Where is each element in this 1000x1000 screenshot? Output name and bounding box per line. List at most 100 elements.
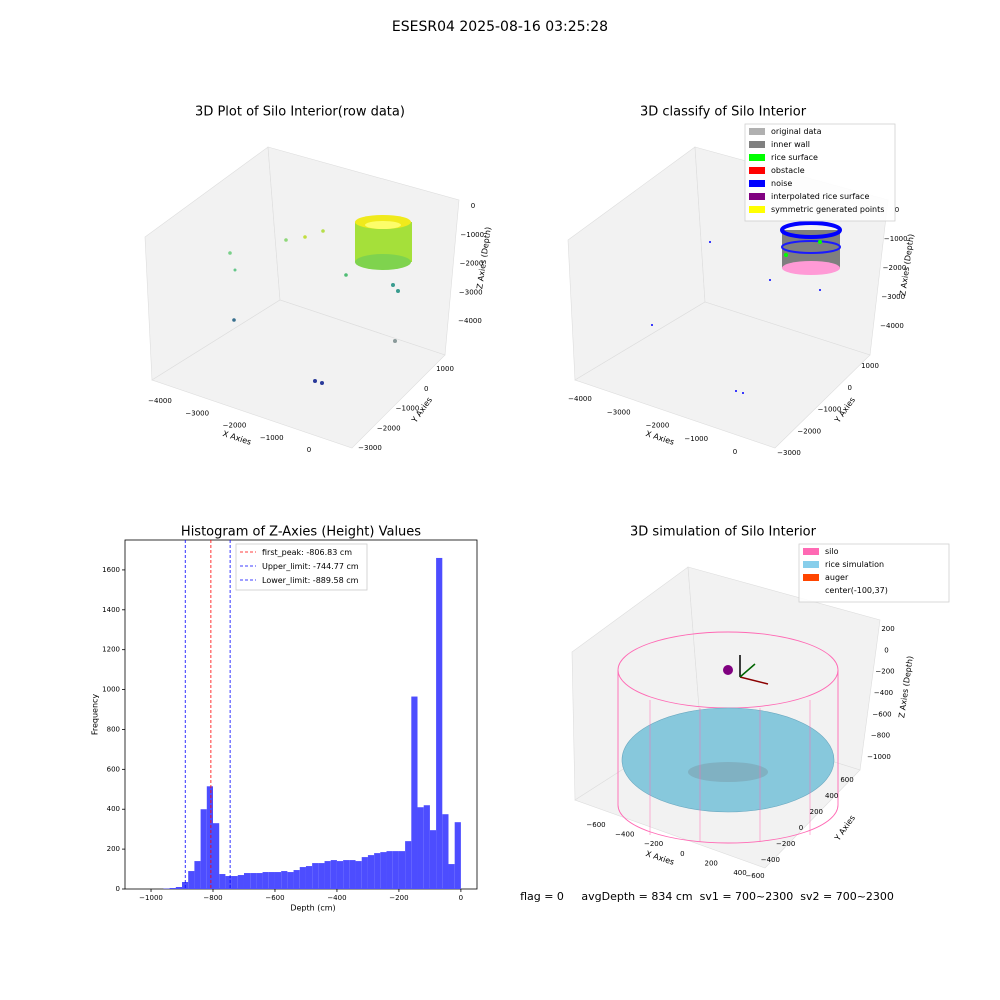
- x-tick-label: −200: [389, 894, 408, 902]
- y-tick-label: 0: [799, 824, 803, 832]
- z-tick-label: −800: [871, 732, 890, 740]
- bar: [194, 861, 201, 889]
- x-tick-label: 200: [705, 859, 718, 867]
- y-tick-label: 1200: [102, 646, 120, 654]
- y-tick-label: 1000: [861, 362, 879, 370]
- legend-swatch: [749, 193, 765, 200]
- bar: [206, 786, 213, 889]
- legend-swatch: [803, 561, 819, 568]
- legend-label: Lower_limit: -889.58 cm: [262, 576, 359, 585]
- axis-label: X Axies: [222, 429, 253, 447]
- z-tick-label: −3000: [881, 293, 905, 301]
- x-tick-label: −600: [265, 894, 284, 902]
- legend-label: noise: [771, 179, 792, 188]
- y-tick-label: −200: [776, 840, 795, 848]
- z-tick-label: −1000: [867, 753, 891, 761]
- x-tick-label: −2000: [646, 422, 670, 430]
- x-tick-label: −1000: [139, 894, 163, 902]
- y-tick-label: 0: [116, 885, 120, 893]
- bar: [188, 871, 195, 889]
- x-tick-label: −600: [586, 821, 605, 829]
- y-tick-label: −2000: [377, 424, 401, 432]
- panel-title: 3D classify of Silo Interior: [640, 105, 807, 120]
- z-tick-label: −1000: [884, 235, 908, 243]
- bar: [374, 853, 381, 889]
- bar: [343, 860, 350, 889]
- bar: [355, 861, 362, 889]
- bar: [169, 888, 176, 889]
- x-tick-label: −400: [327, 894, 346, 902]
- axis-label: Z Axies (Depth): [897, 655, 915, 718]
- z-tick-label: 0: [884, 646, 888, 654]
- bar: [392, 851, 399, 889]
- bar: [200, 809, 207, 889]
- z-tick-label: −4000: [458, 317, 482, 325]
- bar: [411, 696, 418, 889]
- legend-label: obstacle: [771, 166, 805, 175]
- legend-label: silo: [825, 547, 839, 556]
- x-tick-label: −200: [644, 840, 663, 848]
- y-tick-label: 200: [810, 808, 823, 816]
- bar: [318, 863, 325, 889]
- y-tick-label: −3000: [777, 449, 801, 457]
- panel-1-box: [144, 146, 460, 449]
- y-tick-label: 1400: [102, 606, 120, 614]
- z-tick-label: 0: [471, 202, 475, 210]
- x-tick-label: −800: [203, 894, 222, 902]
- panel-title: 3D simulation of Silo Interior: [630, 525, 817, 540]
- z-tick-label: −4000: [880, 322, 904, 330]
- bar: [219, 874, 226, 889]
- x-tick-label: −400: [615, 831, 634, 839]
- bar: [448, 864, 455, 889]
- z-tick-label: −400: [874, 689, 893, 697]
- bar: [423, 805, 430, 889]
- x-tick-label: 0: [459, 894, 463, 902]
- legend-swatch: [749, 167, 765, 174]
- x-tick-label: 0: [307, 446, 311, 454]
- bar: [299, 867, 306, 889]
- y-tick-label: 1000: [102, 686, 120, 694]
- y-tick-label: 0: [848, 384, 852, 392]
- z-tick-label: −600: [872, 710, 891, 718]
- bar: [231, 876, 238, 889]
- bar: [287, 872, 294, 889]
- z-tick-label: −2000: [460, 260, 484, 268]
- y-tick-label: 400: [825, 792, 838, 800]
- bar: [361, 857, 368, 889]
- bar: [213, 823, 220, 889]
- bar: [380, 852, 387, 889]
- y-tick-label: −2000: [797, 427, 821, 435]
- y-tick-label: 200: [107, 845, 120, 853]
- bar: [367, 855, 375, 889]
- bar: [268, 872, 275, 889]
- legend-swatch: [803, 574, 819, 581]
- x-axis-label: Depth (cm): [290, 904, 335, 913]
- y-tick-label: 1000: [436, 365, 454, 373]
- panel-title: Histogram of Z-Axies (Height) Values: [181, 525, 421, 540]
- figure-title: ESESR04 2025-08-16 03:25:28: [392, 19, 608, 35]
- x-tick-label: −4000: [148, 397, 172, 405]
- x-tick-label: −1000: [684, 435, 708, 443]
- axis-label: Y Axies: [832, 814, 857, 844]
- y-tick-label: 400: [107, 805, 120, 813]
- legend-label: first_peak: -806.83 cm: [262, 548, 352, 557]
- bar: [281, 871, 288, 889]
- x-tick-label: 400: [733, 869, 746, 877]
- y-tick-label: 600: [107, 765, 120, 773]
- panel-4-box: [571, 566, 881, 869]
- bar: [312, 863, 319, 889]
- bar: [237, 875, 244, 889]
- legend-label: auger: [825, 573, 849, 582]
- legend-swatch: [749, 154, 765, 161]
- y-tick-label: −400: [761, 856, 780, 864]
- bar: [436, 557, 443, 889]
- x-tick-label: −3000: [607, 408, 631, 416]
- legend-label: original data: [771, 127, 822, 136]
- bar: [225, 876, 232, 889]
- x-tick-label: 0: [680, 850, 684, 858]
- bar: [442, 814, 449, 889]
- x-tick-label: −2000: [223, 422, 247, 430]
- legend-swatch: [749, 128, 765, 135]
- legend-label: symmetric generated points: [771, 205, 884, 214]
